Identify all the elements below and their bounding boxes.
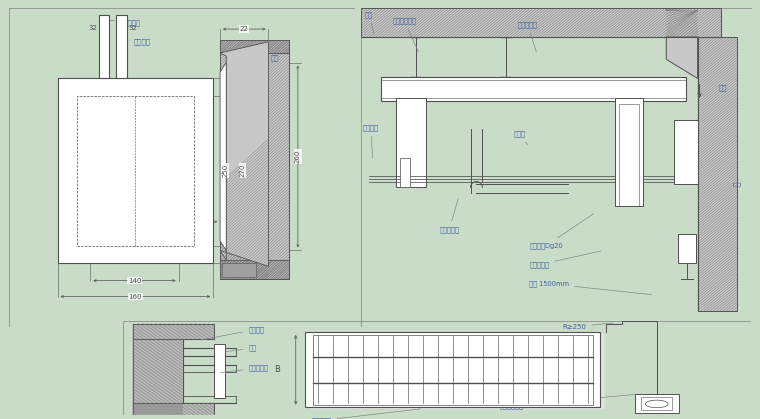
Bar bbox=[132, 339, 182, 415]
Bar bbox=[616, 98, 643, 206]
Bar bbox=[214, 344, 226, 398]
Text: 32: 32 bbox=[128, 25, 138, 31]
Bar bbox=[678, 235, 695, 263]
Text: 气流: 气流 bbox=[719, 85, 727, 91]
Text: 保护套管Dg20: 保护套管Dg20 bbox=[529, 214, 594, 249]
Text: 排烟风管: 排烟风管 bbox=[363, 124, 379, 158]
Text: 安装内用油盖: 安装内用油盖 bbox=[392, 18, 419, 52]
Bar bbox=[698, 37, 736, 311]
Text: 墙: 墙 bbox=[733, 181, 742, 186]
Text: 电源线套管: 电源线套管 bbox=[107, 19, 141, 26]
Text: 铝合金风口: 铝合金风口 bbox=[312, 409, 420, 419]
Bar bbox=[77, 96, 194, 246]
Text: 2: 2 bbox=[205, 215, 210, 224]
Text: 铜丝绳套管: 铜丝绳套管 bbox=[518, 21, 537, 52]
Text: 远程控制装置: 远程控制装置 bbox=[500, 394, 638, 409]
Bar bbox=[132, 403, 214, 415]
Text: 吊顶: 吊顶 bbox=[365, 11, 374, 34]
Bar bbox=[396, 98, 426, 187]
Bar bbox=[635, 394, 679, 413]
Bar bbox=[132, 323, 214, 339]
Text: B: B bbox=[274, 365, 280, 374]
Text: 缆绳套管: 缆绳套管 bbox=[127, 39, 150, 45]
Bar bbox=[310, 334, 605, 409]
Text: 270: 270 bbox=[239, 164, 245, 178]
Polygon shape bbox=[220, 62, 226, 251]
Text: 160: 160 bbox=[128, 294, 142, 300]
Bar bbox=[222, 263, 256, 277]
Text: 螺旋: 螺旋 bbox=[226, 345, 257, 352]
Bar bbox=[58, 78, 213, 263]
Text: 22: 22 bbox=[240, 26, 249, 32]
Text: 密封层: 密封层 bbox=[514, 131, 527, 145]
Bar bbox=[641, 396, 673, 410]
Text: R≥250: R≥250 bbox=[562, 323, 613, 330]
Bar bbox=[619, 104, 639, 206]
Bar bbox=[220, 40, 290, 53]
Bar bbox=[99, 15, 109, 78]
Text: 顶棚钢件: 顶棚钢件 bbox=[201, 326, 264, 340]
Bar bbox=[312, 334, 593, 405]
Polygon shape bbox=[220, 42, 268, 266]
Bar bbox=[306, 332, 600, 407]
Bar bbox=[116, 15, 127, 78]
Bar bbox=[400, 158, 410, 187]
Bar bbox=[674, 120, 698, 184]
Text: 250: 250 bbox=[222, 164, 228, 177]
Text: 板式排烟口: 板式排烟口 bbox=[439, 199, 459, 233]
Bar bbox=[381, 77, 686, 101]
Text: 墙体: 墙体 bbox=[271, 54, 279, 61]
Text: 多叶排烟口: 多叶排烟口 bbox=[220, 365, 269, 372]
Bar bbox=[381, 80, 686, 98]
Polygon shape bbox=[667, 37, 698, 78]
Text: 32: 32 bbox=[88, 25, 97, 31]
Bar bbox=[361, 8, 721, 37]
Text: 远程控制器: 远程控制器 bbox=[529, 251, 601, 268]
Text: 距此 1500mm: 距此 1500mm bbox=[529, 280, 652, 295]
Text: 140: 140 bbox=[128, 278, 141, 284]
Text: 260: 260 bbox=[295, 150, 301, 163]
Bar bbox=[220, 260, 290, 279]
Bar bbox=[220, 40, 290, 279]
